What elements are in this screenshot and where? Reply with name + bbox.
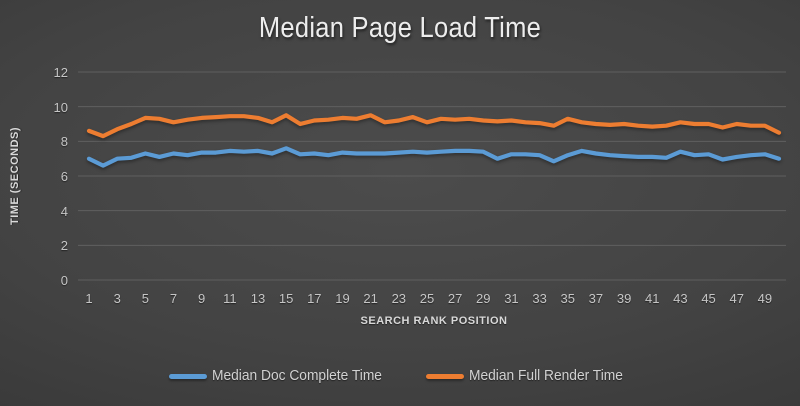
x-tick-label-7: 7 (169, 291, 178, 306)
x-tick-label-41: 41 (645, 291, 660, 306)
x-tick-label-49: 49 (757, 291, 773, 306)
x-tick-label-19: 19 (335, 291, 350, 306)
x-tick-label-29: 29 (476, 291, 491, 306)
series-line-median-doc-complete-time (86, 146, 782, 168)
x-tick-label-33: 33 (532, 291, 547, 306)
x-tick-label-5: 5 (141, 291, 149, 306)
x-tick-label-11: 11 (223, 291, 237, 306)
x-tick-label-31: 31 (504, 291, 519, 306)
legend-swatch-doc-complete (168, 373, 207, 379)
legend-item-full-render: Median Full Render Time (426, 368, 631, 384)
x-tick-label-21: 21 (363, 291, 378, 306)
legend-swatch-full-render (426, 373, 465, 379)
y-tick-label-6: 6 (60, 169, 68, 184)
x-tick-label-23: 23 (391, 291, 407, 306)
legend-label-doc-complete: Median Doc Complete Time (211, 368, 382, 384)
x-tick-label-37: 37 (588, 291, 604, 306)
y-tick-label-0: 0 (60, 273, 68, 288)
x-tick-label-27: 27 (447, 291, 463, 306)
x-tick-label-17: 17 (307, 291, 322, 306)
x-tick-label-47: 47 (729, 291, 744, 306)
x-tick-label-39: 39 (616, 291, 632, 306)
x-tick-label-13: 13 (250, 291, 266, 306)
y-axis-title: TIME (SECONDS) (9, 126, 21, 226)
x-tick-label-43: 43 (673, 291, 688, 306)
y-tick-label-8: 8 (60, 134, 68, 150)
x-axis-title: SEARCH RANK POSITION (360, 315, 508, 327)
x-tick-label-15: 15 (278, 291, 294, 306)
gridlines (78, 71, 786, 281)
legend-item-doc-complete: Median Doc Complete Time (168, 368, 391, 384)
legend: Median Doc Complete Time Median Full Ren… (0, 368, 800, 384)
x-tick-label-35: 35 (560, 291, 575, 306)
x-tick-label-3: 3 (113, 291, 121, 306)
x-tick-label-25: 25 (419, 291, 435, 306)
series-lines (86, 113, 782, 168)
y-tick-label-10: 10 (53, 99, 68, 115)
y-tick-label-4: 4 (60, 203, 68, 219)
x-tick-label-1: 1 (85, 291, 93, 306)
series-line-median-full-render-time (86, 113, 782, 139)
y-tick-label-2: 2 (60, 238, 68, 254)
x-tick-label-9: 9 (198, 291, 206, 306)
chart-title: Median Page Load Time (258, 12, 542, 44)
x-tick-label-45: 45 (701, 291, 716, 306)
y-tick-label-12: 12 (53, 65, 68, 80)
legend-label-full-render: Median Full Render Time (469, 368, 624, 384)
